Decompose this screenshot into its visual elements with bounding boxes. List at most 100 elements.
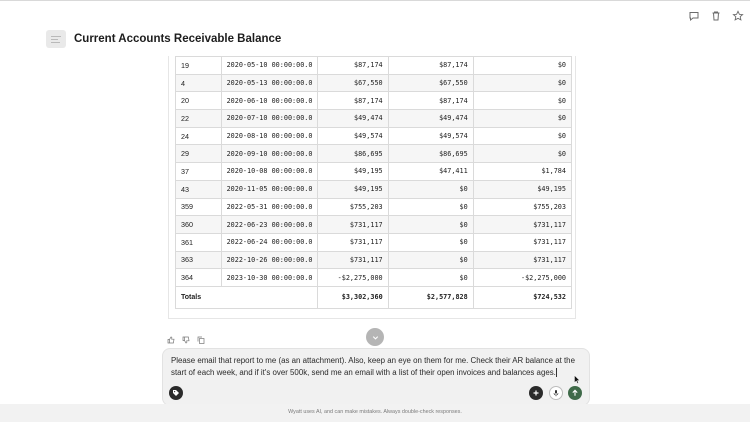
table-cell: $731,117 [472, 232, 573, 252]
table-cell: 364 [175, 268, 222, 287]
table-cell: $86,695 [387, 144, 474, 164]
table-cell: $755,203 [316, 197, 389, 217]
comment-icon[interactable] [688, 10, 700, 22]
ar-table: 19 2020-05-10 00:00:00.0 $87,174 $87,174… [175, 56, 573, 309]
table-cell: 43 [175, 179, 222, 199]
totals-label: Totals [175, 285, 318, 309]
text-caret [555, 367, 557, 377]
table-cell: $0 [472, 126, 573, 146]
table-cell: 2020-06-10 00:00:00.0 [220, 91, 318, 111]
message-composer[interactable]: Please email that report to me (as an at… [162, 348, 590, 406]
microphone-button[interactable] [549, 386, 563, 400]
table-cell: -$2,275,000 [316, 268, 389, 287]
table-cell: 22 [175, 109, 222, 128]
top-border [0, 0, 750, 1]
top-actions [688, 10, 744, 22]
table-cell: 37 [175, 162, 222, 181]
table-cell: $86,695 [316, 144, 389, 164]
table-row: 43 2020-11-05 00:00:00.0 $49,195 $0 $49,… [175, 179, 573, 199]
table-cell: $47,411 [387, 162, 474, 181]
table-cell: 19 [175, 56, 222, 75]
table-cell: $0 [472, 144, 573, 164]
table-cell: 20 [175, 91, 222, 111]
table-cell: $731,117 [316, 250, 389, 270]
tag-button[interactable] [169, 386, 183, 400]
table-row: 364 2023-10-30 00:00:00.0 -$2,275,000 $0… [175, 268, 573, 287]
table-cell: $0 [387, 232, 474, 252]
table-cell: 4 [175, 73, 222, 93]
totals-cell: $3,302,360 [316, 285, 389, 309]
table-cell: $87,174 [316, 56, 389, 75]
table-row: 360 2022-06-23 00:00:00.0 $731,117 $0 $7… [175, 215, 573, 234]
table-row: 37 2020-10-08 00:00:00.0 $49,195 $47,411… [175, 162, 573, 181]
table-cell: 2020-05-13 00:00:00.0 [220, 73, 318, 93]
table-cell: 363 [175, 250, 222, 270]
table-cell: $87,174 [316, 91, 389, 111]
table-cell: $0 [387, 197, 474, 217]
composer-input[interactable]: Please email that report to me (as an at… [171, 355, 577, 378]
table-cell: $0 [387, 179, 474, 199]
table-cell: $49,574 [316, 126, 389, 146]
scroll-down-button[interactable] [366, 328, 384, 346]
table-row: 363 2022-10-26 00:00:00.0 $731,117 $0 $7… [175, 250, 573, 270]
send-button[interactable] [568, 386, 582, 400]
thumbs-down-icon[interactable] [182, 331, 190, 344]
table-cell: $755,203 [472, 197, 573, 217]
page-header: Current Accounts Receivable Balance [46, 30, 281, 48]
table-row: 29 2020-09-10 00:00:00.0 $86,695 $86,695… [175, 144, 573, 164]
table-cell: $0 [387, 250, 474, 270]
table-cell: $49,474 [316, 109, 389, 128]
table-cell: $67,550 [387, 73, 474, 93]
star-icon[interactable] [732, 10, 744, 22]
table-cell: 2020-07-10 00:00:00.0 [220, 109, 318, 128]
footer-strip [0, 404, 750, 422]
document-icon [46, 30, 66, 48]
table-row: 22 2020-07-10 00:00:00.0 $49,474 $49,474… [175, 109, 573, 128]
table-cell: $0 [472, 91, 573, 111]
totals-row: Totals $3,302,360 $2,577,828 $724,532 [175, 285, 573, 309]
microphone-icon [553, 390, 559, 397]
table-cell: $67,550 [316, 73, 389, 93]
table-cell: 2022-06-23 00:00:00.0 [220, 215, 318, 234]
table-cell: $731,117 [316, 215, 389, 234]
table-cell: -$2,275,000 [472, 268, 573, 287]
table-cell: 2022-10-26 00:00:00.0 [220, 250, 318, 270]
table-cell: 2020-08-10 00:00:00.0 [220, 126, 318, 146]
table-cell: $49,195 [316, 162, 389, 181]
table-cell: $49,195 [472, 179, 573, 199]
thumbs-up-icon[interactable] [167, 331, 175, 344]
trash-icon[interactable] [710, 10, 722, 22]
table-cell: $87,174 [387, 91, 474, 111]
table-cell: $0 [387, 268, 474, 287]
table-row: 359 2022-05-31 00:00:00.0 $755,203 $0 $7… [175, 197, 573, 217]
table-cell: $731,117 [316, 232, 389, 252]
totals-cell: $724,532 [472, 285, 573, 309]
ai-disclaimer: Wyatt uses AI, and can make mistakes. Al… [288, 409, 462, 415]
table-cell: 2020-11-05 00:00:00.0 [220, 179, 318, 199]
tag-icon [173, 390, 179, 396]
table-cell: 359 [175, 197, 222, 217]
table-cell: $49,574 [387, 126, 474, 146]
table-row: 24 2020-08-10 00:00:00.0 $49,574 $49,574… [175, 126, 573, 146]
mouse-pointer-icon [574, 375, 580, 384]
table-cell: 24 [175, 126, 222, 146]
table-cell: 2020-10-08 00:00:00.0 [220, 162, 318, 181]
table-cell: $0 [472, 109, 573, 128]
table-cell: $731,117 [472, 215, 573, 234]
page-title: Current Accounts Receivable Balance [74, 33, 282, 45]
table-cell: $0 [472, 73, 573, 93]
table-row: 19 2020-05-10 00:00:00.0 $87,174 $87,174… [175, 56, 573, 75]
table-cell: $1,784 [472, 162, 573, 181]
table-cell: $49,474 [387, 109, 474, 128]
add-button[interactable] [529, 386, 543, 400]
table-row: 361 2022-06-24 00:00:00.0 $731,117 $0 $7… [175, 232, 573, 252]
table-cell: $731,117 [472, 250, 573, 270]
chevron-down-icon [372, 335, 378, 340]
copy-icon[interactable] [197, 331, 205, 344]
table-cell: $87,174 [387, 56, 474, 75]
table-cell: 2020-09-10 00:00:00.0 [220, 144, 318, 164]
table-cell: 2020-05-10 00:00:00.0 [220, 56, 318, 75]
totals-cell: $2,577,828 [387, 285, 474, 309]
plus-icon [533, 390, 539, 396]
table-cell: 2022-05-31 00:00:00.0 [220, 197, 318, 217]
